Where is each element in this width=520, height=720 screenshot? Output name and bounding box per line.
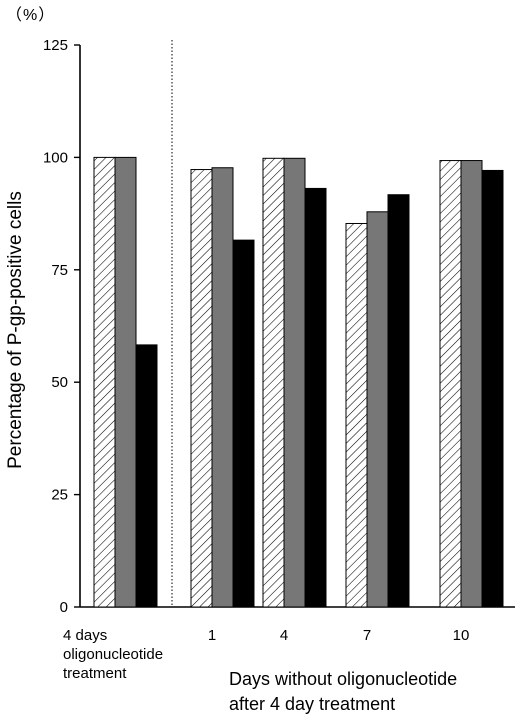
y-tick-label: 75 (51, 262, 68, 279)
bar-series-3-group-3 (304, 187, 327, 608)
bar-series-2-group-1 (114, 156, 137, 608)
y-tick-label: 100 (43, 149, 68, 166)
y-tick-label: 25 (51, 487, 68, 504)
x-category-label: 1 (208, 627, 216, 644)
bar-series-2-group-5 (460, 160, 483, 608)
bar-series-1-group-5 (439, 160, 462, 608)
bar-series-1-group-3 (262, 157, 285, 608)
bar-series-3-group-1 (135, 344, 158, 608)
bar-series-1-group-1 (93, 156, 116, 608)
y-unit-label: （%） (6, 6, 55, 24)
bar-series-2-group-3 (283, 157, 306, 608)
y-tick-label: 0 (60, 599, 68, 616)
x-category-labels: 4 days oligonucleotide treatment 1 4 7 10 (63, 627, 469, 682)
x-category-label: 4 days (63, 627, 107, 644)
bar-series-2-group-2 (211, 167, 234, 608)
x-category-label: 4 (280, 627, 288, 644)
x-axis-title-line-2: after 4 day treatment (229, 694, 395, 714)
y-axis-ticks: 0 25 50 75 100 125 (43, 37, 80, 616)
bars-layer (93, 156, 504, 608)
x-category-label: treatment (63, 665, 127, 682)
bar-series-3-group-2 (232, 239, 255, 608)
y-tick-label: 50 (51, 374, 68, 391)
bar-series-1-group-4 (345, 222, 368, 608)
bar-series-3-group-5 (481, 169, 504, 608)
y-axis-title: Percentage of P-gp-positive cells (5, 191, 26, 469)
x-category-label: 7 (363, 627, 371, 644)
y-tick-label: 125 (43, 37, 68, 54)
bar-series-3-group-4 (387, 194, 410, 608)
bar-series-2-group-4 (366, 211, 389, 608)
x-category-label: oligonucleotide (63, 646, 163, 663)
x-category-label: 10 (453, 627, 470, 644)
bar-series-1-group-2 (190, 169, 213, 608)
x-axis-title-line-1: Days without oligonucleotide (229, 669, 457, 689)
